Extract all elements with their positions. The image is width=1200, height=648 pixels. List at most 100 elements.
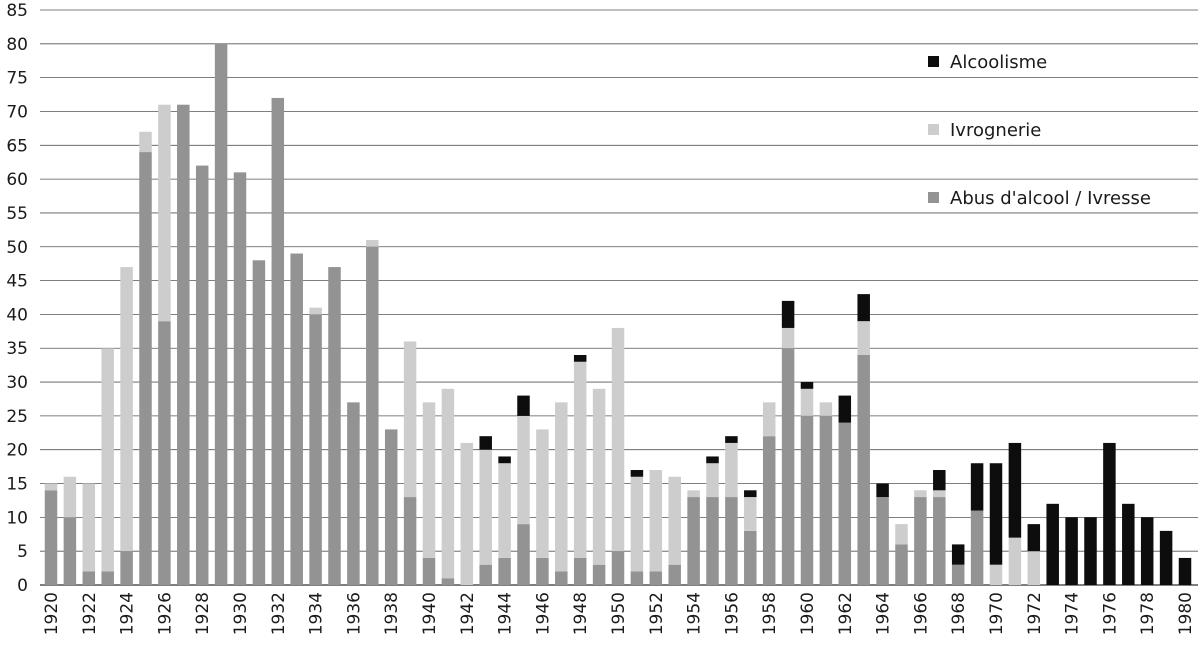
bar-segment — [630, 571, 644, 585]
y-tick-label: 30 — [6, 373, 28, 393]
bar-segment — [1027, 551, 1041, 585]
bar-segment — [120, 267, 133, 552]
bar-segment — [838, 395, 852, 423]
bar-segment — [895, 524, 908, 545]
bar-segment — [857, 294, 870, 322]
y-tick-label: 20 — [6, 441, 28, 461]
legend-label: Ivrognerie — [950, 120, 1041, 141]
bar-segment — [1008, 537, 1022, 585]
bar-segment — [914, 490, 927, 498]
y-axis-ticks: 0 5 10 15 20 25 30 35 40 45 50 55 60 65 70 75 80 85 — [6, 1, 28, 596]
x-tick-label: 1936 — [344, 592, 364, 635]
bar-segment — [951, 544, 965, 565]
bar-segment — [1140, 517, 1154, 585]
x-tick-label: 1952 — [647, 592, 667, 635]
x-tick-label: 1934 — [307, 592, 327, 635]
x-tick-label: 1968 — [949, 592, 969, 635]
y-tick-label: 80 — [6, 35, 28, 55]
bar-segment — [668, 476, 681, 565]
y-tick-label: 85 — [6, 1, 28, 21]
bar-segment — [970, 510, 984, 585]
bar-segment — [101, 571, 114, 585]
bar-segment — [649, 571, 663, 585]
bar-segment — [725, 436, 738, 443]
bar-segment — [63, 476, 77, 518]
bar-segment — [895, 544, 908, 585]
gridlines — [40, 9, 1198, 586]
bar-segment — [819, 415, 833, 585]
bar-segment — [573, 361, 587, 558]
bar-segment — [328, 267, 341, 585]
bar-segment — [1178, 557, 1192, 585]
y-tick-label: 0 — [17, 576, 28, 596]
bar-segment — [441, 578, 455, 585]
x-tick-label: 1954 — [685, 592, 705, 635]
y-tick-label: 60 — [6, 170, 28, 190]
y-tick-label: 25 — [6, 407, 28, 427]
bar-segment — [687, 490, 700, 498]
bar-segment — [876, 483, 889, 498]
y-tick-label: 75 — [6, 69, 28, 89]
bar-segment — [573, 355, 587, 362]
bar-segment — [611, 327, 625, 552]
bar-segment — [536, 429, 549, 558]
bar-segment — [422, 402, 436, 558]
bar-segment — [744, 497, 757, 531]
bar-segment — [1065, 517, 1078, 585]
bar-segment — [158, 321, 171, 585]
bar-segment — [573, 557, 587, 585]
bar-segment — [366, 246, 379, 585]
bar-segment — [1084, 517, 1097, 585]
bar-segment — [498, 557, 511, 585]
bar-segment — [800, 388, 814, 416]
bar-segment — [139, 131, 152, 153]
bar-segment — [384, 429, 398, 585]
bars — [44, 43, 1192, 586]
x-tick-label: 1962 — [836, 592, 856, 635]
bar-segment — [592, 388, 606, 565]
bar-segment — [819, 402, 833, 416]
bar-segment — [933, 470, 946, 491]
bar-segment — [233, 172, 247, 585]
x-tick-label: 1948 — [571, 592, 591, 635]
y-tick-label: 55 — [6, 204, 28, 224]
bar-segment — [403, 497, 417, 585]
y-tick-label: 35 — [6, 339, 28, 359]
bar-segment — [706, 497, 719, 585]
bar-segment — [876, 497, 889, 585]
bar-segment — [517, 395, 530, 416]
bar-segment — [517, 524, 530, 585]
x-tick-label: 1932 — [269, 592, 289, 635]
bar-segment — [309, 314, 322, 585]
y-tick-label: 65 — [6, 136, 28, 156]
bar-segment — [857, 355, 870, 585]
x-tick-label: 1972 — [1025, 592, 1045, 635]
bar-segment — [44, 483, 58, 491]
x-tick-label: 1946 — [533, 592, 553, 635]
bar-segment — [555, 402, 568, 572]
x-tick-label: 1964 — [874, 592, 894, 635]
bar-segment — [82, 571, 96, 585]
bar-segment — [914, 497, 927, 585]
bar-segment — [309, 307, 322, 315]
bar-segment — [668, 564, 681, 585]
x-tick-label: 1974 — [1063, 592, 1083, 635]
x-tick-label: 1950 — [609, 592, 629, 635]
legend-label: Abus d'alcool / Ivresse — [950, 188, 1151, 209]
x-tick-label: 1928 — [193, 592, 213, 635]
bar-segment — [630, 476, 644, 572]
bar-segment — [498, 456, 511, 464]
x-tick-label: 1938 — [382, 592, 402, 635]
bar-segment — [687, 497, 700, 585]
x-tick-label: 1960 — [798, 592, 818, 635]
bar-segment — [271, 97, 285, 586]
x-tick-label: 1956 — [722, 592, 742, 635]
legend-label: Alcoolisme — [950, 52, 1047, 73]
bar-segment — [1159, 530, 1173, 585]
bar-segment — [762, 436, 776, 585]
bar-segment — [744, 490, 757, 498]
bar-segment — [403, 341, 417, 498]
bar-segment — [101, 348, 114, 572]
bar-segment — [1046, 503, 1059, 585]
